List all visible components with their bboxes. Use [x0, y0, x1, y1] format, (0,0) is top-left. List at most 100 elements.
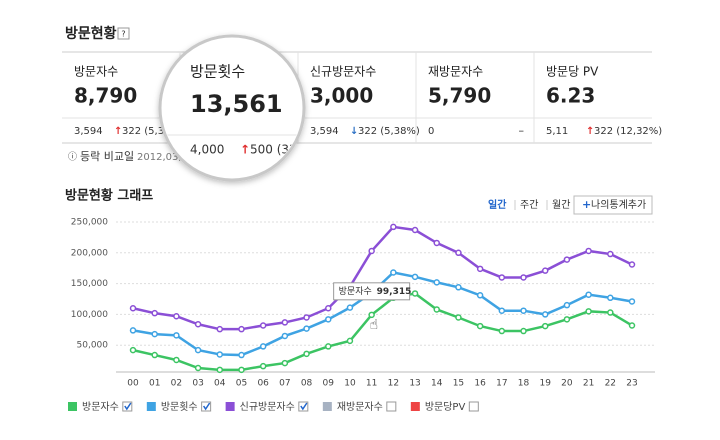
point: [476, 322, 484, 330]
point: [541, 311, 549, 318]
card-compare: 0: [428, 126, 434, 137]
series-line: [132, 292, 633, 372]
point: [238, 325, 245, 333]
point: [498, 307, 506, 314]
point: [303, 325, 310, 332]
legend-swatch: [225, 402, 235, 411]
x-tick-label: 02: [171, 379, 182, 389]
x-tick-label: 06: [257, 379, 269, 389]
point: [151, 351, 158, 359]
point: [281, 319, 289, 326]
point: [216, 366, 224, 374]
legend-checkbox[interactable]: [298, 401, 309, 412]
point: [216, 351, 224, 358]
point: [585, 308, 592, 315]
point: [520, 327, 527, 335]
point: [520, 274, 527, 281]
point: [194, 364, 202, 372]
y-tick-label: 200,000: [71, 248, 108, 258]
point: [259, 362, 267, 370]
point: [325, 343, 332, 350]
card-change: –: [519, 124, 525, 137]
card-change: 322 (12,32%): [594, 126, 662, 137]
help-icon[interactable]: [117, 27, 130, 40]
point: [325, 304, 332, 312]
x-tick-label: 20: [561, 379, 573, 389]
point: [303, 350, 310, 358]
card-label: 재방문자수: [428, 65, 483, 79]
add-button-label: 나의통계추가: [591, 199, 646, 211]
x-tick-label: 22: [605, 379, 616, 389]
point: [173, 312, 180, 320]
point: [129, 327, 137, 334]
card-value: 6.23: [546, 84, 595, 108]
legend-check: [300, 402, 308, 411]
tab[interactable]: 일간: [488, 198, 507, 211]
point: [476, 292, 484, 299]
x-tick-label: 15: [453, 379, 464, 389]
legend-check: [124, 402, 132, 411]
legend-swatch: [68, 402, 77, 411]
point: [476, 265, 484, 273]
x-tick-label: 08: [301, 379, 313, 389]
point: [216, 325, 224, 333]
point: [194, 321, 202, 328]
y-tick-label: 100,000: [71, 310, 108, 320]
card-compare: 5,11: [546, 126, 568, 137]
series-line: [132, 225, 633, 331]
card-arrow: ↓: [350, 126, 358, 137]
point: [585, 247, 592, 255]
x-tick-label: 09: [323, 379, 335, 389]
card-value: 3,000: [310, 84, 373, 108]
card-label: 신규방문자수: [310, 65, 376, 79]
point: [607, 309, 614, 316]
point: [563, 316, 571, 323]
x-tick-label: 16: [474, 379, 486, 389]
point: [259, 322, 267, 329]
card-value: 5,790: [428, 84, 491, 108]
point: [498, 327, 506, 335]
point: [433, 279, 440, 286]
note-label: 등락 비교일: [80, 149, 134, 163]
card-value: 13,561: [190, 90, 283, 118]
point: [411, 273, 419, 281]
x-tick-label: 05: [236, 379, 247, 389]
point: [151, 309, 158, 317]
tab[interactable]: 월간: [552, 199, 570, 211]
point: [628, 322, 636, 329]
legend-checkbox[interactable]: [386, 401, 397, 412]
add-button[interactable]: [573, 195, 653, 215]
legend-label: 방문당PV: [425, 401, 466, 413]
point: [455, 249, 462, 257]
x-tick-label: 12: [388, 379, 399, 389]
legend-checkbox[interactable]: [468, 401, 479, 412]
point: [585, 291, 592, 298]
y-tick-label: 150,000: [71, 279, 108, 289]
card-label: 방문당 PV: [546, 65, 599, 79]
legend-swatch: [410, 402, 420, 411]
legend-check: [203, 402, 211, 411]
tabs: 일간 주간 월간: [488, 198, 570, 211]
point: [129, 346, 137, 354]
x-tick-label: 03: [192, 379, 203, 389]
point: [238, 366, 245, 374]
card-compare: 3,594: [310, 126, 339, 137]
point: [281, 359, 289, 367]
legend-checkbox[interactable]: [201, 401, 212, 412]
note-date: 2012,03,14: [137, 152, 194, 163]
point: [390, 223, 397, 231]
point: [325, 316, 332, 323]
x-tick-label: 10: [344, 379, 356, 389]
y-tick-label: 50,000: [77, 341, 109, 351]
card-compare: 4,000: [190, 143, 224, 157]
point: [628, 261, 636, 268]
point: [151, 330, 158, 338]
point: [563, 301, 571, 309]
tab[interactable]: 주간: [520, 199, 538, 211]
info-icon: ⓘ: [68, 152, 77, 163]
x-tick-label: 11: [366, 379, 377, 389]
help-text: ?: [121, 30, 125, 39]
card-label: 방문횟수: [190, 63, 245, 81]
legend-checkbox[interactable]: [122, 401, 133, 412]
